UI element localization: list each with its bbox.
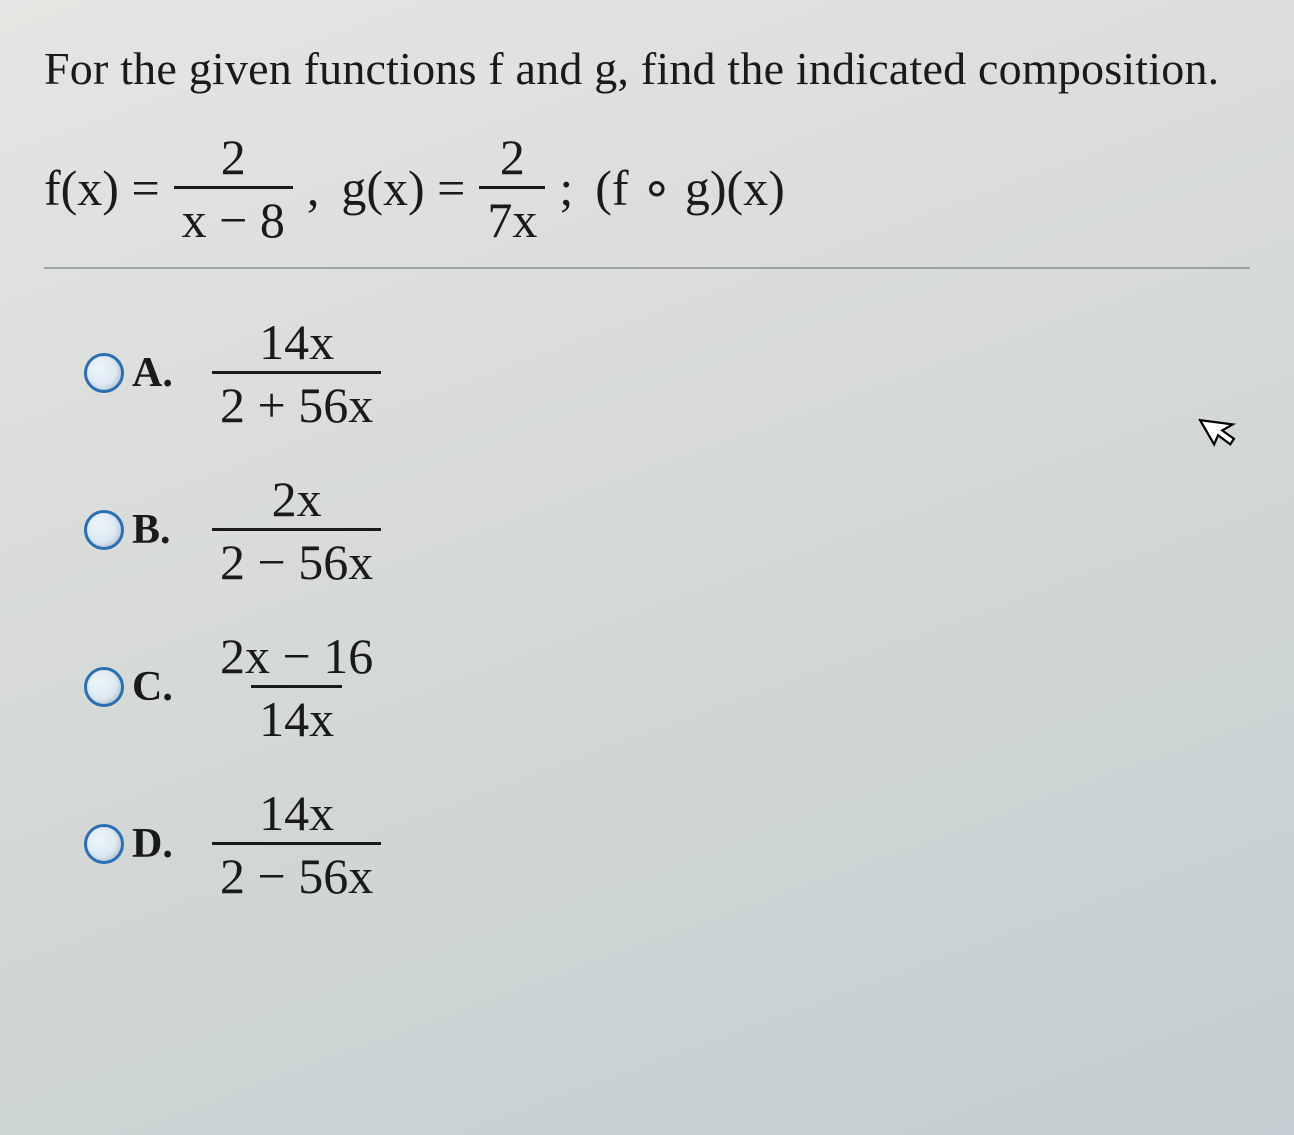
option-label-a: A. — [132, 349, 180, 397]
option-d-fraction: 14x 2 − 56x — [212, 788, 381, 901]
option-c-den: 14x — [251, 685, 342, 744]
g-denominator: 7x — [479, 186, 545, 245]
radio-c[interactable] — [84, 667, 124, 707]
composition-task: (f ∘ g)(x) — [595, 159, 785, 217]
option-b[interactable]: B. 2x 2 − 56x — [84, 474, 1250, 587]
option-expr-b: 2x 2 − 56x — [206, 474, 387, 587]
question-page: For the given functions f and g, find th… — [0, 0, 1294, 901]
f-numerator: 2 — [213, 132, 254, 186]
radio-a[interactable] — [84, 353, 124, 393]
g-lhs: g(x) = — [341, 159, 465, 217]
given-functions: f(x) = 2 x − 8 , g(x) = 2 7x ; (f ∘ g)(x… — [44, 132, 1250, 269]
option-d[interactable]: D. 14x 2 − 56x — [84, 788, 1250, 901]
separator-comma: , — [307, 159, 320, 217]
option-c[interactable]: C. 2x − 16 14x — [84, 631, 1250, 744]
option-label-d: D. — [132, 820, 180, 868]
option-label-c: C. — [132, 663, 180, 711]
option-label-b: B. — [132, 506, 180, 554]
radio-d[interactable] — [84, 824, 124, 864]
option-d-den: 2 − 56x — [212, 842, 381, 901]
f-lhs: f(x) = — [44, 159, 160, 217]
option-a-den: 2 + 56x — [212, 371, 381, 430]
f-denominator: x − 8 — [174, 186, 293, 245]
option-expr-d: 14x 2 − 56x — [206, 788, 387, 901]
separator-semicolon: ; — [559, 159, 573, 217]
option-a-num: 14x — [251, 317, 342, 371]
question-text: For the given functions f and g, find th… — [44, 40, 1250, 98]
option-expr-a: 14x 2 + 56x — [206, 317, 387, 430]
option-d-num: 14x — [251, 788, 342, 842]
option-c-fraction: 2x − 16 14x — [212, 631, 381, 744]
option-expr-c: 2x − 16 14x — [206, 631, 387, 744]
option-b-num: 2x — [264, 474, 330, 528]
option-b-den: 2 − 56x — [212, 528, 381, 587]
option-c-num: 2x − 16 — [212, 631, 381, 685]
f-fraction: 2 x − 8 — [174, 132, 293, 245]
answer-options: A. 14x 2 + 56x B. 2x 2 − 56x C. — [44, 317, 1250, 901]
g-fraction: 2 7x — [479, 132, 545, 245]
option-a-fraction: 14x 2 + 56x — [212, 317, 381, 430]
radio-b[interactable] — [84, 510, 124, 550]
option-a[interactable]: A. 14x 2 + 56x — [84, 317, 1250, 430]
option-b-fraction: 2x 2 − 56x — [212, 474, 381, 587]
g-numerator: 2 — [492, 132, 533, 186]
